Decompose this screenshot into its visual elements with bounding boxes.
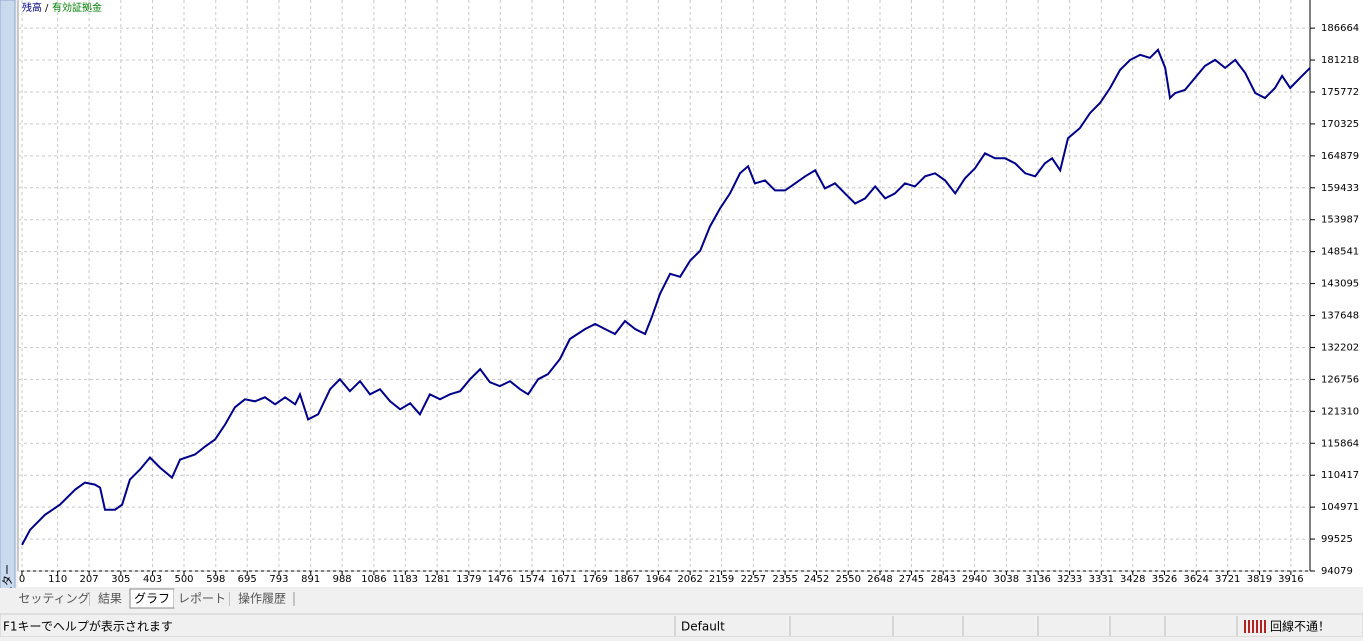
- y-tick-label: 148541: [1321, 247, 1359, 258]
- y-tick-label: 153987: [1321, 215, 1359, 226]
- legend-entry: 有効証拠金: [52, 1, 102, 14]
- x-tick-label: 500: [174, 574, 193, 585]
- x-tick-label: 207: [80, 574, 99, 585]
- y-tick-label: 94079: [1321, 566, 1353, 577]
- tab-label[interactable]: 操作履歴: [238, 591, 286, 606]
- status-profile: Default: [681, 620, 725, 634]
- y-tick-label: 110417: [1321, 470, 1359, 481]
- status-connection: 回線不通！: [1270, 619, 1330, 634]
- x-tick-label: 2745: [899, 574, 924, 585]
- x-tick-label: 3136: [1025, 574, 1050, 585]
- x-tick-label: 793: [269, 574, 288, 585]
- x-tick-label: 3428: [1120, 574, 1145, 585]
- tab-label[interactable]: セッティング: [18, 592, 89, 606]
- y-tick-label: 181218: [1321, 55, 1359, 66]
- y-tick-label: 137648: [1321, 311, 1359, 322]
- y-tick-label: 115864: [1321, 438, 1359, 449]
- x-tick-label: 1281: [424, 574, 449, 585]
- tab[interactable]: [90, 589, 130, 608]
- x-tick-label: 2843: [930, 574, 955, 585]
- tab-label[interactable]: グラフ: [134, 592, 170, 606]
- x-tick-label: 2355: [772, 574, 797, 585]
- x-tick-label: 1379: [456, 574, 481, 585]
- x-tick-label: 3721: [1215, 574, 1240, 585]
- connection-icon: [1244, 620, 1266, 633]
- x-tick-label: 891: [301, 574, 320, 585]
- x-tick-label: 403: [143, 574, 162, 585]
- x-tick-label: 1574: [519, 574, 544, 585]
- x-tick-label: 3526: [1152, 574, 1177, 585]
- x-tick-label: 110: [48, 574, 67, 585]
- y-tick-label: 143095: [1321, 279, 1359, 290]
- x-tick-label: 2257: [741, 574, 766, 585]
- x-tick-label: 1964: [646, 574, 671, 585]
- x-tick-label: 0: [19, 574, 25, 585]
- tab[interactable]: [18, 589, 90, 608]
- x-tick-label: 2452: [804, 574, 829, 585]
- side-strip: [0, 0, 16, 611]
- x-tick-label: 1867: [614, 574, 639, 585]
- x-tick-label: 3331: [1089, 574, 1114, 585]
- x-tick-label: 305: [111, 574, 130, 585]
- x-tick-label: 3819: [1247, 574, 1272, 585]
- y-tick-label: 104971: [1321, 502, 1359, 513]
- tab-label[interactable]: 結果: [98, 592, 122, 606]
- x-tick-label: 2940: [962, 574, 987, 585]
- y-tick-label: 175772: [1321, 87, 1359, 98]
- legend-entry: 残高: [22, 1, 42, 14]
- x-tick-label: 3624: [1184, 574, 1209, 585]
- status-help: F1キーでヘルプが表示されます: [3, 619, 173, 634]
- x-tick-label: 988: [333, 574, 352, 585]
- tab[interactable]: [174, 589, 230, 608]
- status-dividers: [789, 616, 1238, 636]
- legend-separator: /: [45, 3, 49, 14]
- y-tick-label: 126756: [1321, 374, 1359, 385]
- x-tick-label: 3233: [1057, 574, 1082, 585]
- tab-label[interactable]: レポート: [178, 592, 226, 606]
- x-tick-label: 598: [206, 574, 225, 585]
- x-tick-label: 695: [238, 574, 257, 585]
- x-tick-label: 2062: [677, 574, 702, 585]
- y-tick-label: 164879: [1321, 151, 1359, 162]
- x-tick-label: 3038: [994, 574, 1019, 585]
- y-tick-label: 159433: [1321, 183, 1359, 194]
- x-tick-label: 3916: [1278, 574, 1303, 585]
- x-tick-label: 1183: [393, 574, 418, 585]
- x-tick-label: 2648: [867, 574, 892, 585]
- x-tick-label: 1671: [551, 574, 576, 585]
- y-tick-label: 132202: [1321, 342, 1359, 353]
- y-tick-label: 99525: [1321, 534, 1353, 545]
- x-tick-label: 1769: [582, 574, 607, 585]
- y-tick-label: 186664: [1321, 23, 1359, 34]
- tab[interactable]: [230, 589, 294, 608]
- y-tick-label: 121310: [1321, 406, 1359, 417]
- x-tick-label: 1086: [361, 574, 386, 585]
- balance-line: [21, 48, 1311, 546]
- x-tick-label: 2550: [836, 574, 861, 585]
- x-tick-label: 2159: [709, 574, 734, 585]
- x-tick-label: 1476: [488, 574, 513, 585]
- y-tick-label: 170325: [1321, 119, 1359, 130]
